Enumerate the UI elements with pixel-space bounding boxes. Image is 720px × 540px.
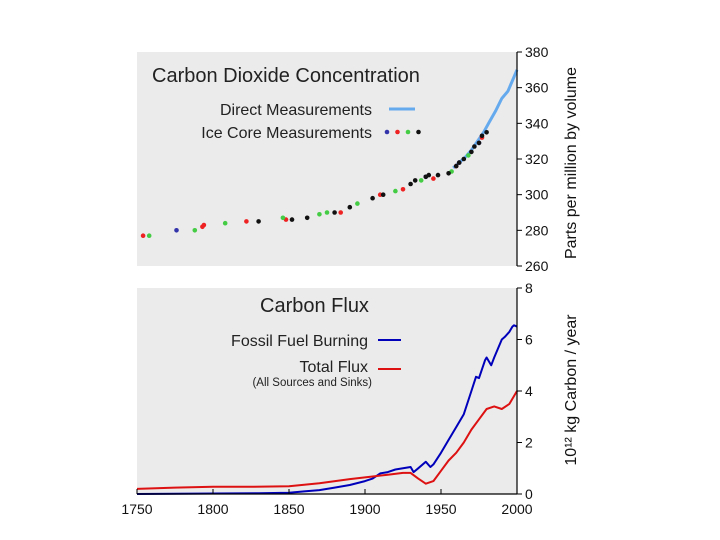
ice-core-point (400, 187, 406, 192)
co2-y-tick-label: 280 (525, 222, 549, 238)
legend-note-total: (All Sources and Sinks) (252, 377, 372, 389)
ice-core-point (479, 133, 485, 139)
co2-y-tick-label: 360 (525, 80, 549, 96)
flux-x-tick-label: 1750 (121, 501, 152, 517)
flux-axes: 0 2 4 6 8 1750 1800 1850 1900 1950 2000 (121, 280, 533, 517)
ice-core-point (461, 156, 467, 162)
total-flux-line (136, 390, 518, 490)
legend-label-total: Total Flux (300, 359, 368, 376)
flux-x-tick-label: 1950 (425, 501, 456, 517)
flux-x-tick-label: 1800 (197, 501, 228, 517)
legend-label-direct: Direct Measurements (220, 102, 372, 119)
ice-core-point (408, 181, 413, 187)
co2-data-marks (140, 69, 519, 238)
ice-core-point (426, 172, 432, 178)
flux-y-tick-label: 4 (525, 383, 533, 399)
ice-core-point (472, 144, 477, 149)
legend-dot (405, 129, 411, 135)
ice-core-point (435, 172, 441, 178)
ice-core-point (393, 188, 398, 194)
ice-core-point (222, 220, 228, 226)
legend-dot (416, 129, 421, 135)
ice-core-point (174, 228, 179, 233)
co2-y-tick-label: 300 (525, 187, 549, 203)
co2-y-axis: 260 280 300 320 340 360 380 (516, 44, 549, 274)
legend-swatch-icecore (384, 129, 421, 135)
ice-core-point (289, 217, 295, 222)
ice-core-point (466, 153, 471, 158)
ice-core-point (476, 140, 482, 146)
ice-core-point (338, 210, 344, 215)
ice-core-point (317, 212, 322, 217)
ice-core-point (256, 219, 261, 224)
ice-core-point (280, 215, 286, 221)
ice-core-point (332, 210, 337, 215)
ice-core-point (370, 195, 375, 201)
co2-chart-title: Carbon Dioxide Concentration (152, 65, 420, 87)
flux-chart: Carbon Flux Fossil Fuel Burning Total Fl… (121, 280, 580, 517)
ice-core-point (347, 204, 353, 210)
flux-plot-area (137, 288, 517, 494)
ice-core-point (431, 176, 436, 181)
flux-x-tick-label: 1900 (349, 501, 380, 517)
co2-chart: Carbon Dioxide Concentration Direct Meas… (137, 44, 580, 274)
flux-x-tick-label: 2000 (501, 501, 532, 517)
co2-y-axis-label: Parts per million by volume (563, 67, 580, 259)
fossil-fuel-line (136, 324, 518, 495)
ice-core-point (412, 178, 418, 183)
ice-core-point (456, 160, 462, 165)
co2-y-tick-label: 260 (525, 258, 549, 274)
ice-core-point (446, 171, 451, 176)
flux-y-tick-label: 0 (525, 486, 533, 502)
flux-x-tick-label: 1850 (273, 501, 304, 517)
ice-core-point (418, 178, 424, 183)
legend-label-icecore: Ice Core Measurements (201, 125, 372, 142)
flux-y-axis-label: 10¹² kg Carbon / year (563, 314, 580, 466)
ice-core-point (146, 233, 152, 238)
co2-y-tick-label: 380 (525, 44, 549, 60)
ice-core-point (244, 219, 249, 224)
ice-core-point (192, 228, 198, 233)
flux-y-tick-label: 6 (525, 332, 533, 348)
legend-label-fossil: Fossil Fuel Burning (231, 333, 368, 350)
ice-core-point (453, 163, 459, 169)
flux-y-tick-label: 2 (525, 435, 533, 451)
co2-y-tick-label: 340 (525, 115, 549, 131)
ice-core-point (484, 130, 489, 135)
co2-y-tick-label: 320 (525, 151, 549, 167)
ice-core-point (304, 215, 310, 221)
ice-core-point (140, 233, 146, 238)
flux-y-tick-label: 8 (525, 280, 533, 296)
legend-dot (395, 129, 400, 135)
flux-data-marks (136, 324, 518, 495)
ice-core-point (355, 201, 360, 206)
co2-plot-area (137, 52, 517, 266)
ice-core-point (380, 192, 386, 197)
ice-core-point (201, 222, 207, 228)
ice-core-point (469, 149, 474, 155)
legend-dot (384, 129, 390, 135)
flux-chart-title: Carbon Flux (260, 295, 369, 317)
ice-core-point (324, 210, 330, 215)
